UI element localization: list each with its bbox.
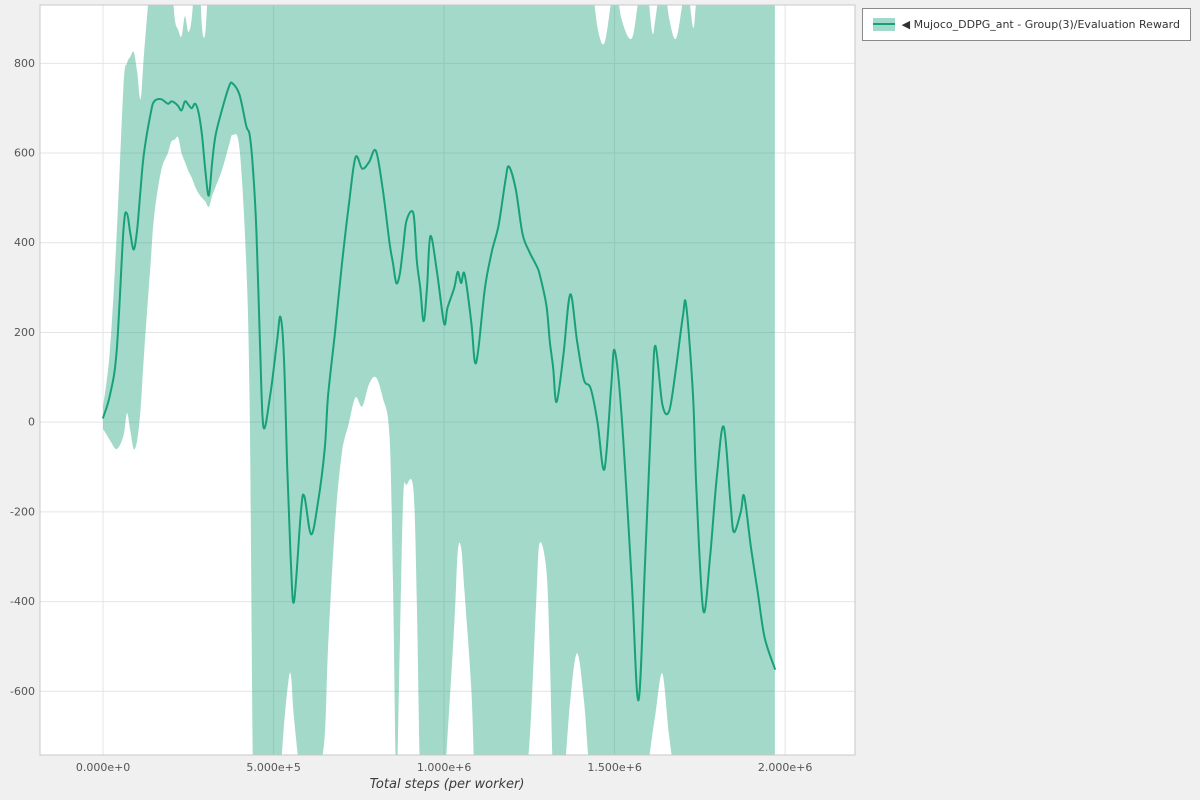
x-axis-title: Total steps (per worker)	[369, 777, 525, 792]
y-tick-label: 800	[14, 57, 35, 70]
legend: ◀ Mujoco_DDPG_ant - Group(3)/Evaluation …	[861, 8, 1191, 41]
y-tick-label: -200	[10, 505, 35, 518]
x-tick-label: 1.500e+6	[587, 761, 641, 774]
y-tick-label: 200	[14, 326, 35, 339]
y-tick-label: -400	[10, 595, 35, 608]
plot-area	[40, 5, 855, 755]
legend-label: ◀ Mujoco_DDPG_ant - Group(3)/Evaluation …	[901, 18, 1180, 31]
y-tick-label: 600	[14, 147, 35, 160]
tick-labels: 0.000e+0 5.000e+5 1.000e+6 1.500e+6 2.000e+6…	[10, 57, 812, 774]
mean-line	[102, 81, 776, 702]
x-tick-label: 2.000e+6	[758, 761, 812, 774]
confidence-band	[103, 5, 775, 755]
y-tick-label: -600	[10, 685, 35, 698]
x-tick-label: 0.000e+0	[76, 761, 130, 774]
y-tick-label: 400	[14, 236, 35, 249]
x-tick-label: 1.000e+6	[417, 761, 471, 774]
series-band-swatch-icon	[872, 18, 895, 31]
grid	[40, 5, 855, 755]
series-group	[102, 5, 776, 755]
y-tick-label: 0	[28, 416, 35, 429]
x-tick-label: 5.000e+5	[246, 761, 300, 774]
plot-border	[39, 4, 856, 756]
legend-item-evaluation-reward[interactable]: ◀ Mujoco_DDPG_ant - Group(3)/Evaluation …	[872, 18, 1180, 31]
series-line-swatch-icon	[872, 23, 895, 25]
